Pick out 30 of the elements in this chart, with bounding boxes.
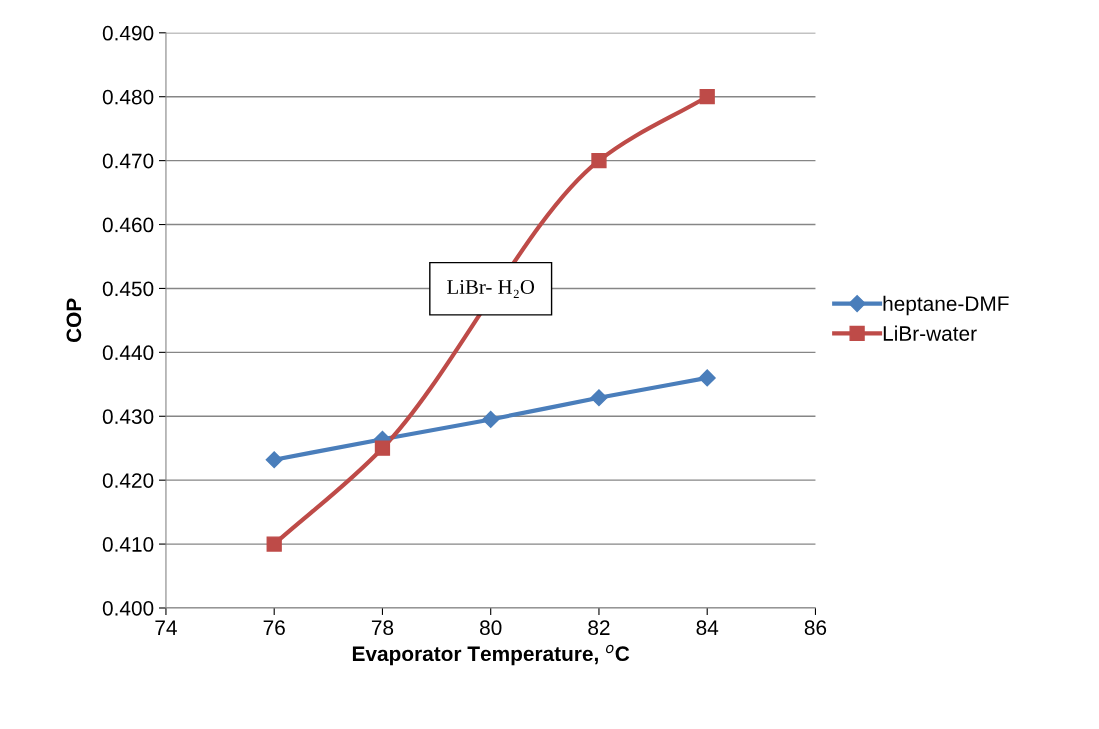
x-axis-title: Evaporator Temperature, $^{o}$C: [352, 644, 630, 666]
x-tick-label: 86: [804, 620, 827, 636]
annotation: LiBr- H₂O: [447, 279, 535, 299]
x-tick-label: 78: [371, 620, 394, 636]
y-tick-label: 0.490: [102, 25, 154, 41]
point: [591, 152, 607, 169]
y-tick-label: 0.470: [102, 153, 154, 169]
point: [265, 451, 283, 469]
y-tick-label: 0.410: [102, 537, 154, 552]
x-tick-label: 82: [588, 620, 610, 636]
x-tick-label: 80: [480, 620, 502, 636]
legend-label: LiBr-water: [883, 325, 977, 341]
y-tick-label: 0.430: [102, 409, 154, 425]
x-tick-label: 74: [155, 620, 177, 635]
y-tick-label: 0.400: [102, 600, 154, 616]
y-tick-label: 0.450: [102, 281, 154, 297]
y-tick-label: 0.460: [102, 217, 154, 233]
y-tick-label: 0.440: [102, 345, 154, 361]
x-tick-label: 76: [263, 620, 285, 636]
y-axis-title: COP: [66, 298, 82, 343]
point: [374, 440, 391, 456]
point: [482, 410, 500, 429]
point: [266, 536, 282, 552]
point: [590, 389, 608, 407]
legend-label: heptane-DMF: [883, 295, 1009, 316]
x-tick-label: 84: [696, 620, 719, 636]
point: [699, 89, 715, 105]
y-tick-label: 0.420: [102, 473, 154, 488]
point: [698, 369, 716, 387]
y-tick-label: 0.480: [102, 89, 154, 105]
